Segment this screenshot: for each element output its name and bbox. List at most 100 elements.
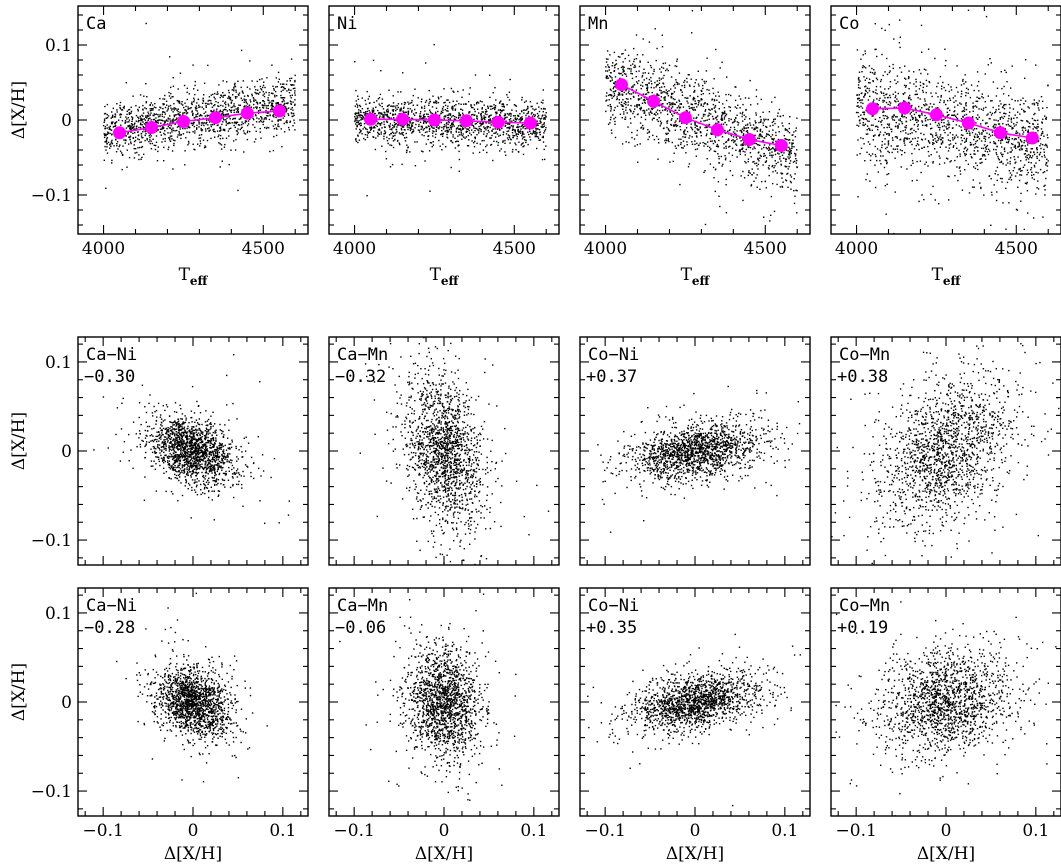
data-point [980, 108, 983, 110]
data-point [933, 103, 935, 105]
data-point [985, 148, 988, 150]
data-point [458, 131, 460, 133]
data-point [1008, 298, 1009, 299]
data-point [670, 119, 672, 121]
data-point [439, 145, 441, 147]
data-point [119, 108, 122, 110]
data-point [157, 122, 159, 124]
data-point [517, 133, 520, 135]
data-point [796, 159, 798, 162]
data-point [206, 118, 208, 121]
data-point [183, 112, 186, 114]
data-point [527, 107, 529, 110]
data-point [465, 130, 467, 133]
data-point [467, 100, 470, 103]
data-point [264, 126, 266, 129]
data-point [531, 112, 533, 114]
data-point [447, 99, 449, 101]
data-point [257, 92, 259, 95]
data-point [277, 123, 279, 125]
data-point [702, 113, 705, 116]
data-point [489, 115, 491, 117]
data-point [666, 120, 668, 123]
data-point [695, 102, 697, 105]
data-point [136, 151, 138, 154]
data-point [130, 142, 132, 145]
data-point [468, 112, 470, 114]
data-point [186, 131, 188, 133]
data-point [1002, 117, 1004, 120]
data-point [859, 80, 861, 82]
data-point [458, 170, 460, 172]
data-point [236, 109, 239, 112]
data-point [481, 108, 483, 110]
data-point [685, 152, 687, 154]
data-point [700, 89, 702, 92]
data-point [116, 143, 118, 145]
data-point [280, 86, 283, 88]
x-tick-label: 4000 [82, 239, 125, 259]
data-point [921, 120, 923, 122]
data-point [190, 102, 193, 105]
data-point [255, 138, 257, 140]
data-point [390, 117, 392, 119]
data-point [921, 107, 923, 109]
data-point [509, 112, 511, 115]
data-point [796, 190, 798, 192]
data-point [447, 110, 449, 112]
data-point [457, 117, 460, 119]
data-point [404, 102, 407, 104]
data-point [235, 89, 237, 91]
data-point [187, 144, 189, 146]
data-point [665, 133, 668, 135]
data-point [502, 103, 504, 105]
data-point [762, 139, 764, 142]
data-point [466, 145, 469, 147]
data-point [725, 132, 727, 135]
data-point [706, 88, 708, 91]
data-point [415, 123, 417, 126]
data-point [233, 140, 235, 142]
data-point [704, 126, 706, 129]
data-point [291, 112, 293, 115]
data-point [729, 110, 731, 112]
data-point [626, 112, 628, 114]
data-point [411, 125, 414, 127]
data-point [272, 85, 274, 87]
data-point [215, 100, 217, 103]
data-point [361, 108, 364, 110]
data-point [534, 135, 536, 138]
data-point [225, 119, 227, 121]
data-point [1016, 117, 1018, 119]
data-point [758, 160, 760, 162]
data-point [462, 128, 464, 130]
data-point [359, 124, 362, 127]
data-point [282, 97, 284, 99]
data-point [245, 101, 248, 104]
data-point [733, 140, 735, 142]
data-point [356, 103, 358, 105]
data-point [540, 126, 542, 128]
data-point [259, 85, 262, 88]
data-point [973, 138, 975, 141]
data-point [252, 97, 255, 99]
data-point [437, 101, 440, 104]
data-point [881, 27, 883, 30]
data-point [422, 122, 425, 124]
x-tick-label: 4500 [744, 239, 787, 259]
data-point [354, 116, 356, 118]
data-point [522, 132, 524, 134]
data-point [462, 133, 464, 135]
data-point [697, 83, 700, 85]
data-point [500, 148, 502, 150]
data-point [536, 120, 538, 122]
data-point [483, 139, 485, 142]
data-point [274, 90, 277, 93]
data-point [623, 70, 625, 73]
data-point [980, 158, 982, 160]
data-point [642, 99, 645, 101]
data-point [635, 105, 638, 107]
data-point [143, 127, 145, 129]
data-point [254, 126, 256, 129]
data-point [199, 142, 202, 145]
